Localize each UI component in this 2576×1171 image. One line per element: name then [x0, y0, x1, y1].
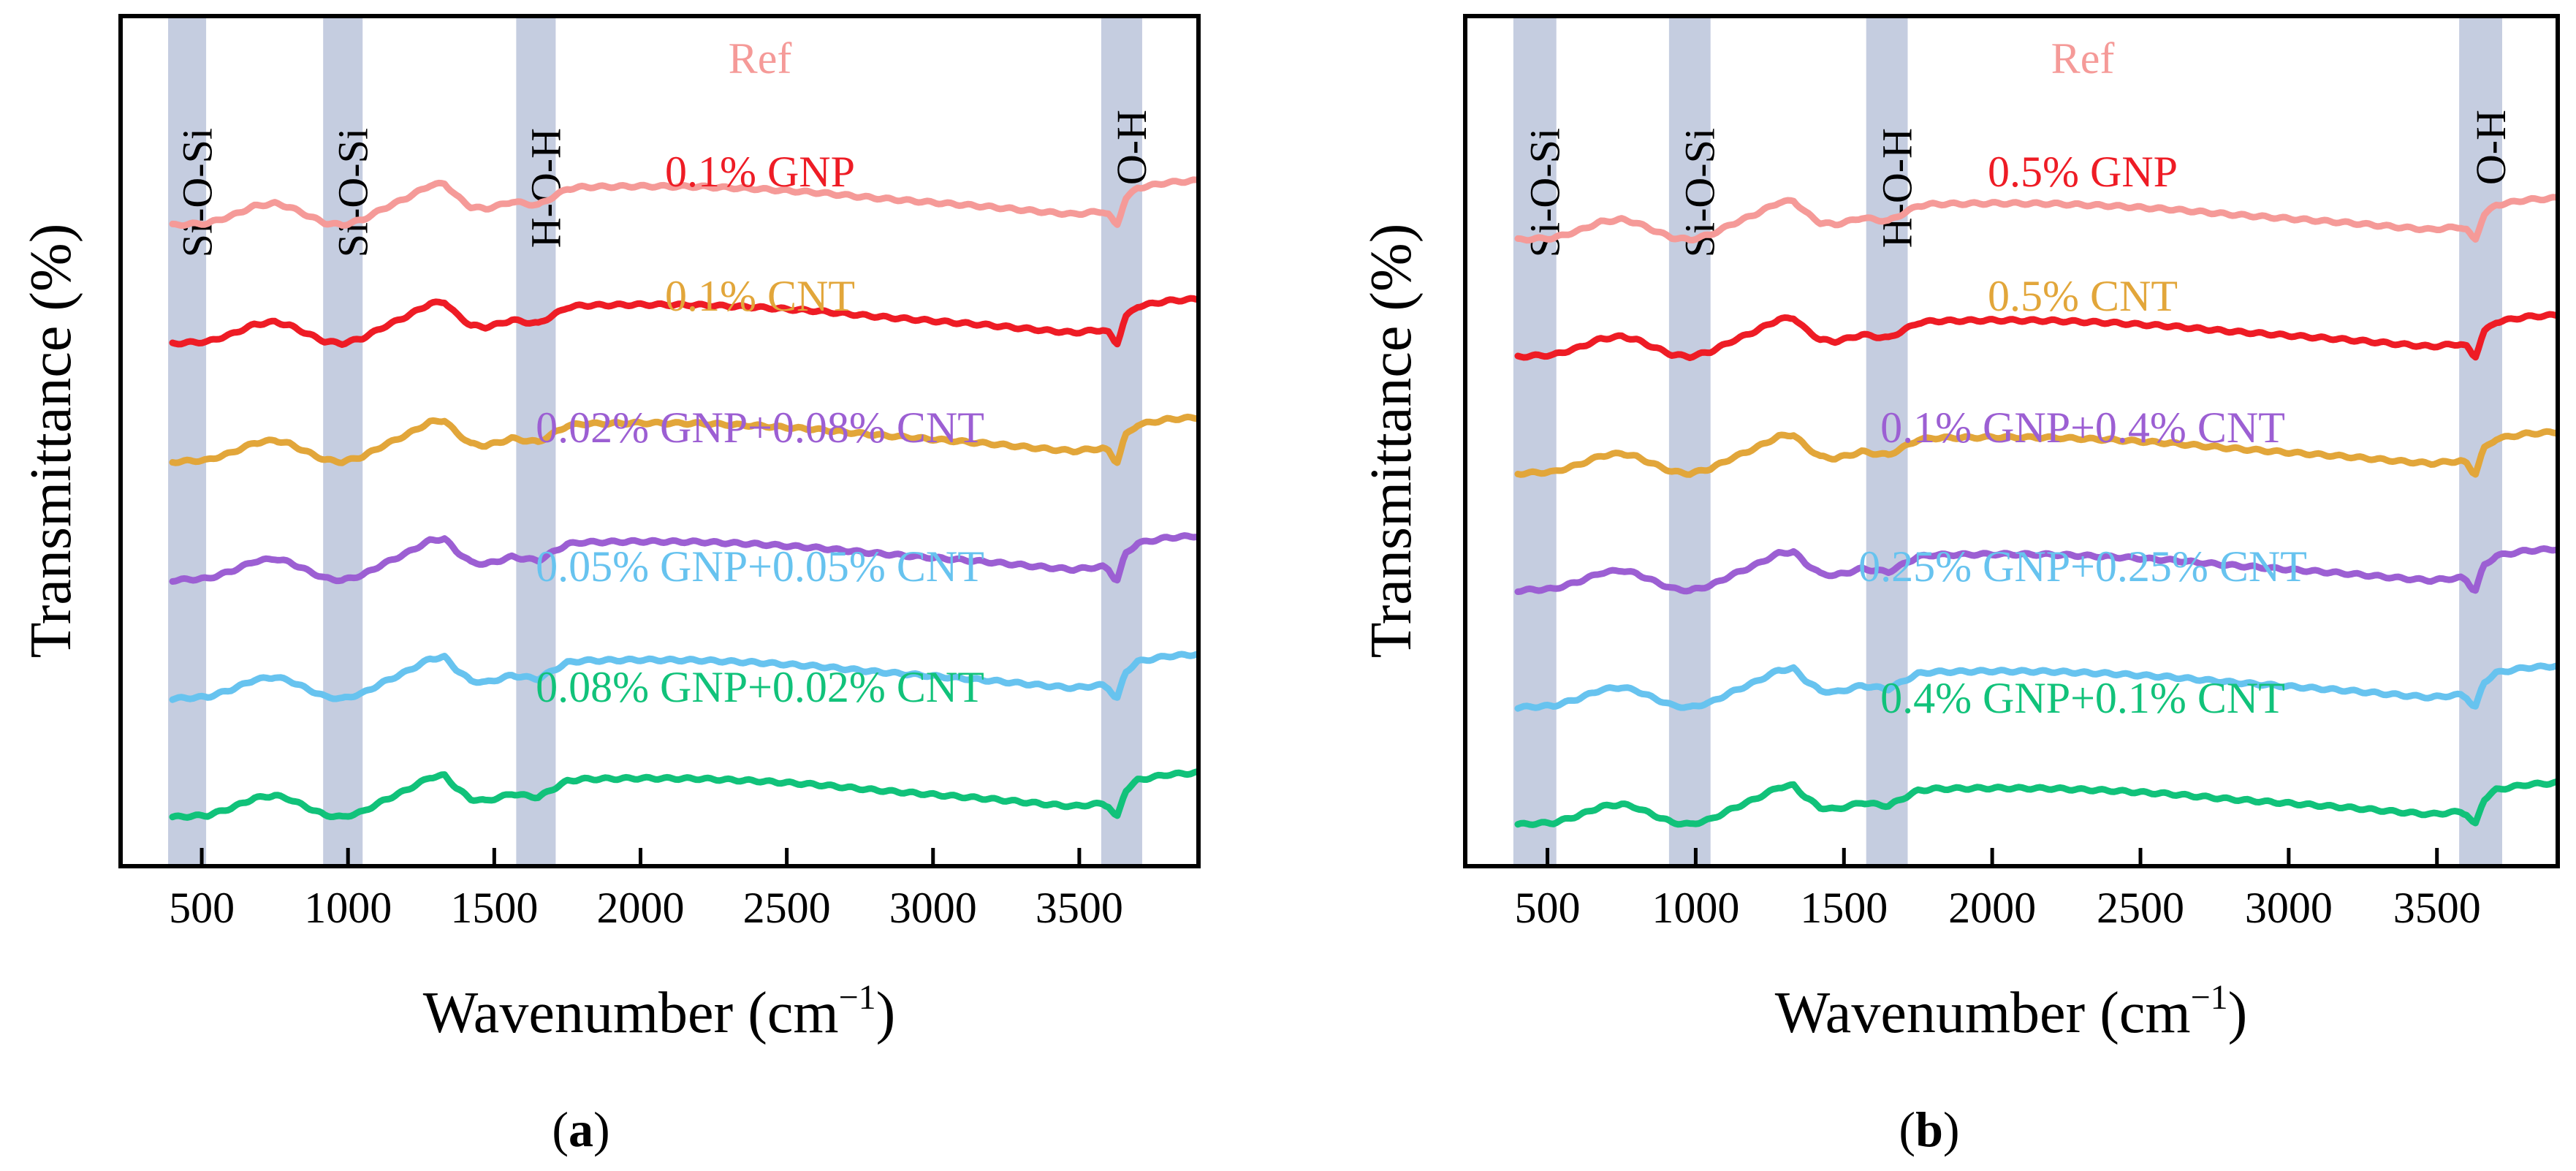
band-si-o-si-0 — [168, 18, 207, 864]
series-line-0-5-cnt — [1514, 428, 2559, 478]
series-label-0-08-gnp-0-02-cnt: 0.08% GNP+0.02% CNT — [536, 663, 984, 711]
band-label-h-o-h-2: H-O-H — [1873, 128, 1920, 248]
series-label-ref: Ref — [2051, 34, 2115, 83]
panel-a-x-ticks: 500 1000 1500 2000 2500 3000 3500 — [169, 848, 1123, 932]
x-tick-label-3500: 3500 — [2393, 884, 2481, 932]
band-si-o-si-1 — [1668, 18, 1711, 864]
series-line-ref — [1514, 194, 2559, 244]
x-tick-label-2000: 2000 — [596, 884, 684, 932]
series-label-0-5-cnt: 0.5% CNT — [1988, 272, 2178, 320]
x-tick-label-500: 500 — [169, 884, 235, 932]
series-line-0-25-gnp-0-25-cnt — [1514, 662, 2559, 712]
panel-b-y-axis-title: Transmittance (%) — [1359, 224, 1424, 659]
panel-b-highlight-bands: Si-O-Si Si-O-Si H-O-H O-H — [1513, 18, 2515, 864]
series-line-0-05-gnp-0-05-cnt — [169, 651, 1200, 703]
series-label-0-25-gnp-0-25-cnt: 0.25% GNP+0.25% CNT — [1858, 542, 2307, 591]
panel-a-y-axis-title: Transmittance (%) — [19, 224, 83, 659]
series-line-0-4-gnp-0-1-cnt — [1514, 778, 2559, 828]
series-line-0-1-gnp — [169, 295, 1200, 348]
series-line-0-1-gnp-0-4-cnt — [1514, 545, 2559, 595]
x-tick-label-500: 500 — [1515, 884, 1581, 932]
series-label-0-05-gnp-0-05-cnt: 0.05% GNP+0.05% CNT — [536, 542, 984, 591]
series-label-0-02-gnp-0-08-cnt: 0.02% GNP+0.08% CNT — [536, 403, 984, 452]
panel-b-plot-frame — [1463, 14, 2560, 868]
x-tick-label-1500: 1500 — [1800, 884, 1888, 932]
x-tick-label-3000: 3000 — [2245, 884, 2333, 932]
series-line-ref — [169, 176, 1200, 230]
panel-a-series-lines — [169, 176, 1200, 821]
series-label-ref: Ref — [729, 34, 792, 83]
band-label-o-h-3: O-H — [2467, 110, 2515, 185]
x-tick-label-3500: 3500 — [1036, 884, 1123, 932]
band-h-o-h-2 — [1866, 18, 1908, 864]
band-si-o-si-0 — [1513, 18, 1557, 864]
panel-a-series-labels: Ref 0.1% GNP 0.1% CNT 0.02% GNP+0.08% CNT 0.… — [536, 34, 984, 711]
x-tick-label-1000: 1000 — [1652, 884, 1739, 932]
panel-b-series-labels: Ref 0.5% GNP 0.5% CNT 0.1% GNP+0.4% CNT 0.25… — [1858, 34, 2307, 722]
series-line-0-08-gnp-0-02-cnt — [169, 768, 1200, 821]
series-label-0-1-gnp: 0.1% GNP — [665, 148, 855, 196]
x-tick-label-3000: 3000 — [889, 884, 977, 932]
panel-b-series-lines — [1514, 194, 2559, 828]
panel-a-plot-frame — [118, 14, 1201, 868]
x-tick-label-2000: 2000 — [1948, 884, 2036, 932]
x-tick-label-1000: 1000 — [304, 884, 392, 932]
x-tick-label-2500: 2500 — [743, 884, 831, 932]
series-line-0-5-gnp — [1514, 311, 2559, 361]
series-line-0-1-cnt — [169, 413, 1200, 466]
series-label-0-1-cnt: 0.1% CNT — [665, 272, 855, 320]
band-label-o-h-3: O-H — [1108, 110, 1155, 185]
band-si-o-si-1 — [323, 18, 363, 864]
series-label-0-4-gnp-0-1-cnt: 0.4% GNP+0.1% CNT — [1880, 674, 2285, 722]
series-line-0-02-gnp-0-08-cnt — [169, 532, 1200, 585]
x-tick-label-1500: 1500 — [450, 884, 538, 932]
band-label-si-o-si-0: Si-O-Si — [173, 128, 221, 257]
band-label-si-o-si-1: Si-O-Si — [330, 128, 377, 257]
series-label-0-5-gnp: 0.5% GNP — [1988, 148, 2178, 196]
panel-a-x-axis-title: Wavenumber (cm−1) — [423, 978, 896, 1045]
series-label-0-1-gnp-0-4-cnt: 0.1% GNP+0.4% CNT — [1880, 403, 2285, 452]
x-tick-label-2500: 2500 — [2097, 884, 2184, 932]
panel-b-x-ticks: 500 1000 1500 2000 2500 3000 3500 — [1515, 848, 2481, 932]
panel-a-caption: (a) — [552, 1102, 609, 1157]
panel-b-x-axis-title: Wavenumber (cm−1) — [1775, 978, 2248, 1045]
panel-b-caption: (b) — [1899, 1102, 1959, 1157]
